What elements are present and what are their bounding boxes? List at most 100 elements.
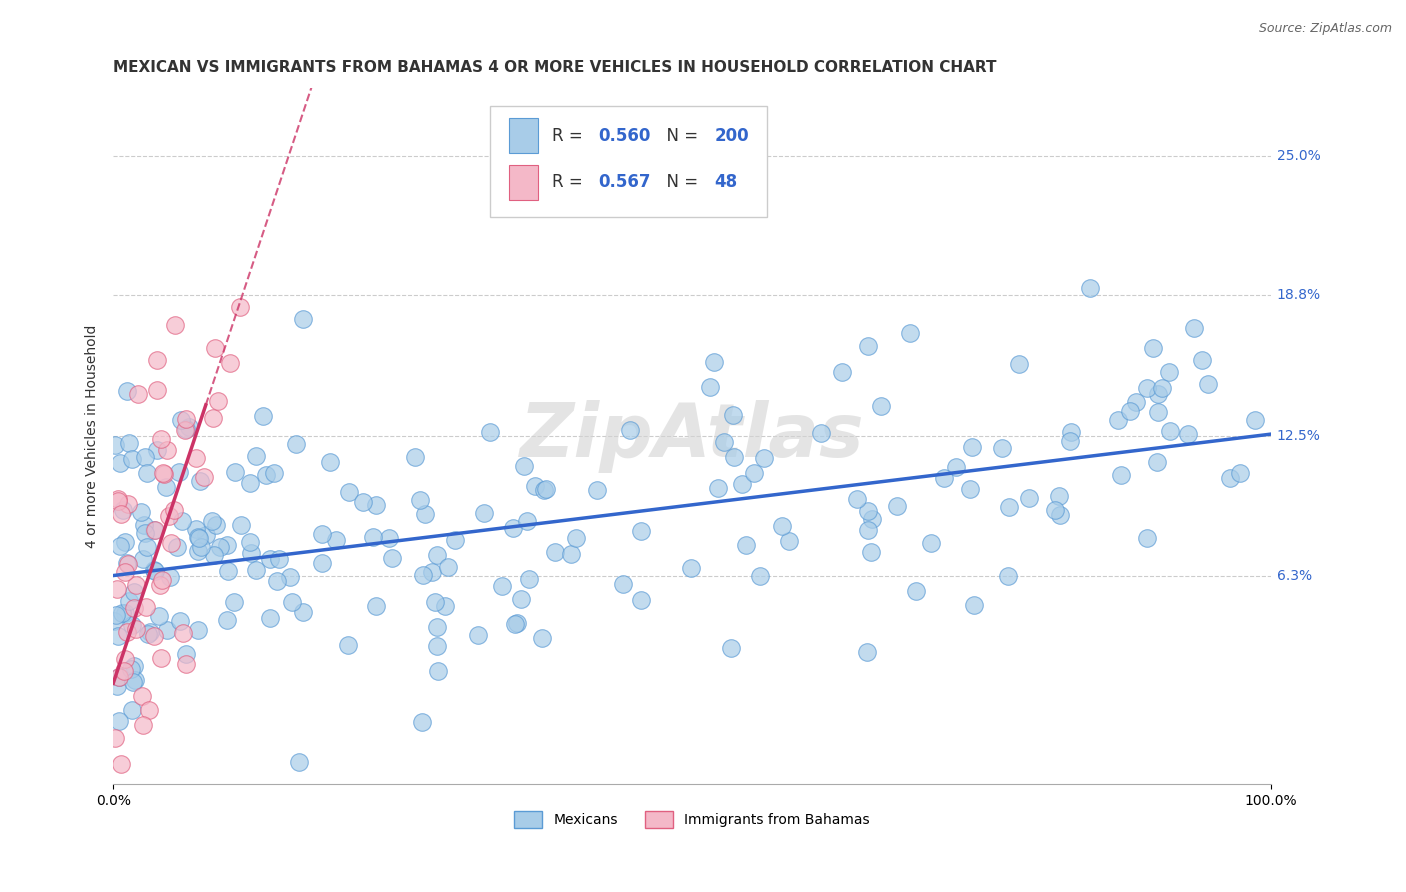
Text: 48: 48 [714,173,737,191]
Point [135,540,157,554]
Point [187,530,209,544]
Point [122,584,145,599]
Point [167,465,190,479]
Point [135,466,157,480]
Point [118,436,141,450]
Point [150,573,173,587]
Point [278,570,301,584]
Point [127,387,149,401]
Point [1125,394,1147,409]
Point [437,560,460,574]
Point [411,715,433,730]
Point [148,609,170,624]
Point [415,508,437,522]
Point [860,544,883,558]
Point [1078,281,1101,295]
Point [188,474,211,488]
Point [215,613,238,627]
Point [259,611,281,625]
Point [531,631,554,645]
Point [506,615,529,630]
Point [831,365,853,379]
Point [103,614,125,628]
Point [856,504,879,518]
Point [856,523,879,537]
Text: 6.3%: 6.3% [1277,568,1312,582]
Point [170,413,193,427]
Point [524,479,547,493]
Point [281,595,304,609]
Point [1109,468,1132,483]
Point [319,455,342,469]
Point [1159,425,1181,439]
Point [111,607,134,621]
Point [173,626,195,640]
Point [112,800,135,814]
Point [132,717,155,731]
Point [186,522,208,536]
Point [245,563,267,577]
Point [1043,503,1066,517]
Point [107,670,129,684]
Point [159,570,181,584]
Point [1150,381,1173,395]
Point [467,627,489,641]
Point [699,380,721,394]
Point [252,409,274,424]
FancyBboxPatch shape [509,119,538,153]
Point [224,465,246,479]
Point [585,483,607,498]
Point [202,549,225,563]
Text: N =: N = [657,127,703,145]
Point [174,423,197,437]
Point [120,662,142,676]
Point [134,450,156,465]
Text: N =: N = [657,173,703,191]
Point [105,582,128,597]
Point [845,491,868,506]
Point [749,568,772,582]
Point [259,552,281,566]
Point [263,466,285,480]
Point [1136,381,1159,395]
Point [934,470,956,484]
Point [125,622,148,636]
Point [135,600,157,615]
Point [219,356,242,370]
Point [810,425,832,440]
Point [176,422,198,436]
Point [114,651,136,665]
Point [122,674,145,689]
Point [169,614,191,628]
Point [960,440,983,454]
Point [288,755,311,769]
Point [731,477,754,491]
Point [311,556,333,570]
Point [337,639,360,653]
Point [544,545,567,559]
Point [193,469,215,483]
Point [443,533,465,548]
Point [1142,341,1164,355]
Point [143,524,166,538]
Point [114,535,136,549]
Point [423,595,446,609]
Point [516,514,538,528]
Point [107,629,129,643]
Point [1047,489,1070,503]
Point [869,399,891,413]
Point [174,412,197,426]
Point [742,466,765,480]
Point [217,538,239,552]
Point [412,568,434,582]
Point [112,664,135,678]
Point [381,551,404,566]
Point [959,483,981,497]
Point [187,623,209,637]
Text: R =: R = [553,173,588,191]
Point [1159,364,1181,378]
Point [146,383,169,397]
Point [905,584,928,599]
Point [426,549,449,563]
Point [474,507,496,521]
